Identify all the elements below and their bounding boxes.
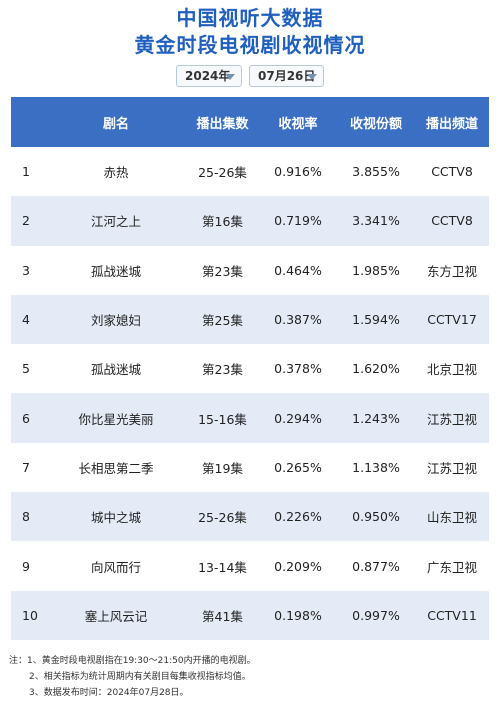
column-header-share: 收视份额 <box>349 116 402 132</box>
cell-channel: 江苏卫视 <box>426 460 477 476</box>
cell-rank: 4 <box>22 312 30 328</box>
cell-share: 0.877% <box>352 558 400 574</box>
column-header-name: 剧名 <box>102 116 129 132</box>
cell-channel: 北京卫视 <box>426 362 477 378</box>
cell-channel: 广东卫视 <box>426 559 477 575</box>
table-row: 3 孤战迷城 第23集 0.464% 1.985% 东方卫视 <box>11 245 489 295</box>
cell-channel: 东方卫视 <box>426 263 477 279</box>
footnotes: 注：1、黄金时段电视剧指在19:30～21:50内开播的电视剧。 2、相关指标为… <box>9 653 494 701</box>
cell-name: 刘家媳妇 <box>90 313 141 329</box>
cell-share: 0.997% <box>352 607 400 623</box>
table-row: 7 长相思第二季 第19集 0.265% 1.138% 江苏卫视 <box>11 442 489 493</box>
footnote-2: 2、相关指标为统计周期内有关剧目每集收视指标均值。 <box>29 672 251 682</box>
cell-rating: 0.226% <box>274 509 322 525</box>
cell-rating: 0.378% <box>274 361 322 377</box>
table-row: 4 刘家媳妇 第25集 0.387% 1.594% CCTV17 <box>11 294 489 345</box>
cell-episodes: 第16集 <box>202 214 243 230</box>
cell-rank: 5 <box>22 361 30 377</box>
cell-rating: 0.719% <box>274 213 322 229</box>
cell-channel: CCTV11 <box>427 607 477 623</box>
date-select[interactable]: 07月26日 <box>249 65 324 87</box>
cell-rating: 0.294% <box>274 410 322 426</box>
cell-channel: CCTV8 <box>431 213 473 229</box>
cell-name: 孤战迷城 <box>90 263 141 279</box>
cell-channel: CCTV17 <box>427 312 477 328</box>
cell-name: 你比星光美丽 <box>78 411 154 427</box>
cell-share: 1.620% <box>352 361 400 377</box>
cell-share: 0.950% <box>352 509 400 525</box>
chevron-down-icon <box>307 74 317 80</box>
cell-share: 1.985% <box>352 262 400 278</box>
ratings-table: 剧名 播出集数 收视率 收视份额 播出频道 1 赤热 25-26集 0.916%… <box>11 97 489 640</box>
table-row: 1 赤热 25-26集 0.916% 3.855% CCTV8 <box>11 147 489 197</box>
cell-name: 江河之上 <box>90 214 141 230</box>
footnote-1: 注：1、黄金时段电视剧指在19:30～21:50内开播的电视剧。 <box>9 656 256 666</box>
table-row: 9 向风而行 13-14集 0.209% 0.877% 广东卫视 <box>11 541 489 591</box>
table-row: 2 江河之上 第16集 0.719% 3.341% CCTV8 <box>11 196 489 246</box>
cell-name: 向风而行 <box>90 559 141 575</box>
cell-name: 城中之城 <box>90 510 141 526</box>
date-selectors: 2024年 07月26日 <box>0 65 500 87</box>
column-header-rating: 收视率 <box>278 116 318 132</box>
column-header-rank <box>11 97 46 147</box>
cell-channel: 江苏卫视 <box>426 411 477 427</box>
cell-episodes: 13-14集 <box>198 559 247 575</box>
cell-share: 3.855% <box>352 164 400 180</box>
table-row: 8 城中之城 25-26集 0.226% 0.950% 山东卫视 <box>11 492 489 542</box>
footnote-3: 3、数据发布时间：2024年07月28日。 <box>29 688 189 698</box>
cell-rank: 7 <box>22 459 30 475</box>
cell-channel: CCTV8 <box>431 164 473 180</box>
cell-rank: 2 <box>22 213 30 229</box>
cell-episodes: 第23集 <box>202 362 243 378</box>
cell-rating: 0.209% <box>274 558 322 574</box>
cell-name: 长相思第二季 <box>78 460 154 476</box>
cell-share: 1.138% <box>352 459 400 475</box>
cell-rating: 0.464% <box>274 262 322 278</box>
cell-episodes: 15-16集 <box>198 411 247 427</box>
cell-name: 塞上风云记 <box>84 608 148 624</box>
cell-share: 1.594% <box>352 312 400 328</box>
column-header-channel: 播出频道 <box>425 116 478 132</box>
cell-episodes: 第25集 <box>202 313 243 329</box>
cell-episodes: 第41集 <box>202 608 243 624</box>
cell-share: 1.243% <box>352 410 400 426</box>
table-header-row: 剧名 播出集数 收视率 收视份额 播出频道 <box>11 97 489 147</box>
page-title: 中国视听大数据 <box>176 6 324 30</box>
column-header-episodes: 播出集数 <box>196 116 249 132</box>
cell-name: 孤战迷城 <box>90 362 141 378</box>
cell-share: 3.341% <box>352 213 400 229</box>
cell-episodes: 25-26集 <box>198 165 247 181</box>
cell-name: 赤热 <box>103 165 129 181</box>
cell-rank: 3 <box>22 262 30 278</box>
cell-rating: 0.916% <box>274 164 322 180</box>
cell-rank: 10 <box>22 607 38 623</box>
year-select[interactable]: 2024年 <box>176 65 242 87</box>
cell-episodes: 第23集 <box>202 263 243 279</box>
cell-rank: 9 <box>22 558 30 574</box>
cell-rank: 8 <box>22 509 30 525</box>
cell-rank: 6 <box>22 410 30 426</box>
page-subtitle: 黄金时段电视剧收视情况 <box>134 33 366 57</box>
cell-rating: 0.265% <box>274 459 322 475</box>
table-row: 10 塞上风云记 第41集 0.198% 0.997% CCTV11 <box>11 590 489 640</box>
cell-episodes: 25-26集 <box>198 510 247 526</box>
cell-rating: 0.198% <box>274 607 322 623</box>
cell-rank: 1 <box>22 164 30 180</box>
table-row: 5 孤战迷城 第23集 0.378% 1.620% 北京卫视 <box>11 344 489 394</box>
cell-rating: 0.387% <box>274 312 322 328</box>
chevron-down-icon <box>225 74 235 80</box>
date-select-value: 07月26日 <box>258 69 316 83</box>
table-row: 6 你比星光美丽 15-16集 0.294% 1.243% 江苏卫视 <box>11 393 489 443</box>
cell-channel: 山东卫视 <box>426 510 477 526</box>
cell-episodes: 第19集 <box>202 460 243 476</box>
year-select-value: 2024年 <box>185 69 231 83</box>
